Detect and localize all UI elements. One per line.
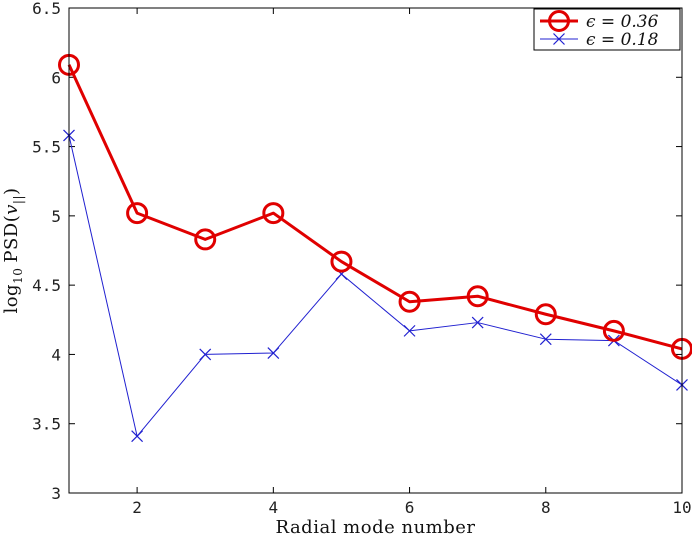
series-line-1 (67, 64, 683, 351)
series-1-point (194, 228, 217, 251)
x-axis-label: Radial mode number (275, 517, 475, 537)
series-1-point (126, 202, 149, 225)
plot-frame (68, 7, 683, 494)
y-axis-label-v-sub: || (11, 195, 25, 204)
series-1-point (534, 303, 557, 326)
series-2-point (199, 348, 212, 361)
series-1-point (330, 250, 353, 273)
y-tick-label: 6.5 (32, 0, 61, 18)
legend-marker-1 (548, 10, 570, 32)
x-tick-label: 6 (405, 498, 415, 517)
legend: ϵ = 0.36ϵ = 0.18 (533, 8, 681, 51)
series-2-point (539, 333, 552, 346)
legend-label-1: ϵ = 0.36 (586, 12, 659, 32)
series-1-point (398, 290, 421, 313)
series-2-point (267, 347, 280, 359)
ticks-layer: 2 4 6 8 10 3 3.5 4 4.5 5 5.5 6 6.5 (32, 0, 692, 517)
y-tick-label: 5 (51, 207, 61, 226)
series-1-point (262, 202, 285, 225)
legend-marker-2 (553, 33, 565, 45)
y-tick-label: 4.5 (32, 276, 61, 295)
y-axis-label-psd: PSD( (1, 215, 22, 263)
x-tick-label: 2 (132, 498, 142, 517)
y-tick-label: 5.5 (32, 138, 61, 157)
plot-area (69, 8, 682, 493)
legend-items: ϵ = 0.36ϵ = 0.18 (540, 10, 659, 50)
y-axis-label: log10 PSD(v||) (1, 187, 25, 313)
y-tick-label: 3 (51, 484, 61, 503)
x-tick-label: 8 (541, 498, 551, 517)
x-tick-label: 4 (269, 498, 279, 517)
y-axis-label-log-sub: 10 (11, 268, 25, 284)
series-2-point (131, 430, 144, 443)
y-axis-label-log: log (1, 284, 22, 314)
y-axis-label-close: ) (1, 187, 22, 195)
series-line-2 (68, 135, 683, 437)
series-1-point (602, 319, 625, 342)
y-axis-label-v: v (1, 204, 22, 215)
y-tick-label: 6 (51, 68, 61, 87)
series-1-point (466, 285, 489, 308)
y-tick-label: 4 (51, 345, 61, 364)
legend-label-2: ϵ = 0.18 (586, 30, 659, 50)
series-2-point (471, 316, 484, 329)
series-2-point (403, 324, 416, 337)
y-tick-label: 3.5 (32, 415, 61, 434)
x-tick-label: 10 (672, 498, 691, 517)
